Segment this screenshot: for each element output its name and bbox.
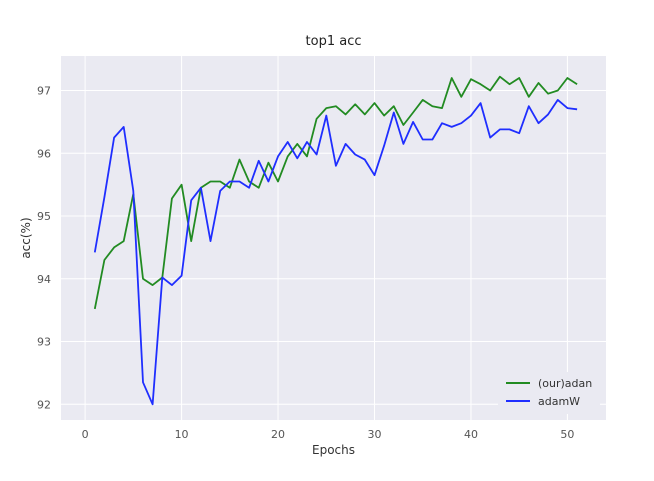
- chart-title: top1 acc: [306, 34, 362, 49]
- y-tick-label: 92: [37, 398, 51, 411]
- x-tick-label: 40: [464, 428, 478, 441]
- x-axis-label: Epochs: [312, 443, 355, 457]
- x-tick-label: 50: [560, 428, 574, 441]
- legend: (our)adan adamW: [498, 372, 600, 414]
- legend-label: (our)adan: [538, 377, 592, 390]
- plot-area: [61, 56, 606, 420]
- y-tick-label: 95: [37, 210, 51, 223]
- legend-label: adamW: [538, 395, 580, 408]
- y-tick-labels: 92 93 94 95 96 97: [37, 85, 51, 412]
- x-tick-labels: 0 10 20 30 40 50: [82, 428, 575, 441]
- legend-box: [498, 372, 600, 414]
- x-tick-label: 20: [271, 428, 285, 441]
- y-tick-label: 93: [37, 336, 51, 349]
- y-tick-label: 94: [37, 273, 51, 286]
- series-line-0: [93, 75, 578, 310]
- x-tick-label: 30: [367, 428, 381, 441]
- series-layer: [93, 75, 578, 406]
- series-line-1: [93, 99, 578, 406]
- y-tick-label: 97: [37, 85, 51, 98]
- x-tick-label: 10: [175, 428, 189, 441]
- x-tick-label: 0: [82, 428, 89, 441]
- y-tick-label: 96: [37, 147, 51, 160]
- y-axis-label: acc(%): [19, 217, 33, 258]
